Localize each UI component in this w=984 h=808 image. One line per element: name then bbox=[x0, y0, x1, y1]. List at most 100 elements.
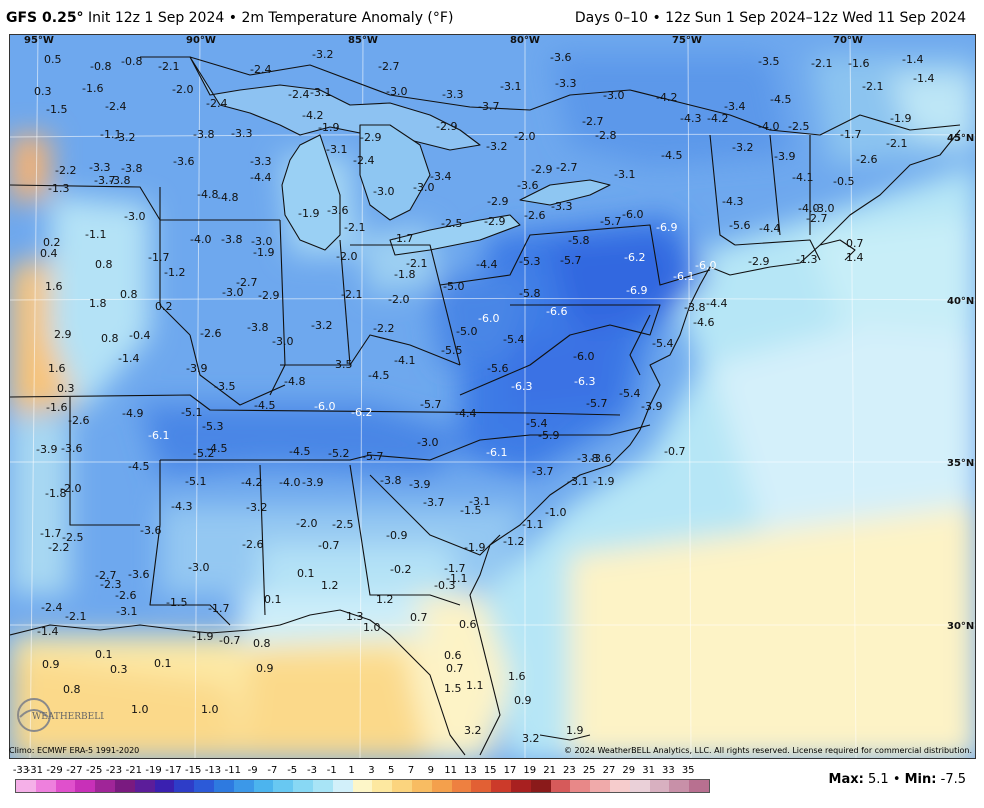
anomaly-value-label: -4.5 bbox=[661, 149, 682, 162]
colorbar-swatch bbox=[16, 780, 36, 792]
colorbar-tick-label: 35 bbox=[681, 765, 695, 776]
anomaly-value-label: -6.0 bbox=[314, 400, 335, 413]
anomaly-value-label: -2.5 bbox=[62, 531, 83, 544]
colorbar-tick-label: -25 bbox=[86, 765, 103, 776]
colorbar-swatch bbox=[649, 780, 670, 792]
anomaly-value-label: -4.4 bbox=[250, 171, 271, 184]
colorbar-swatch bbox=[312, 780, 333, 792]
anomaly-value-label: -3.3 bbox=[555, 77, 576, 90]
anomaly-value-label: -5.7 bbox=[420, 398, 441, 411]
anomaly-value-label: -4.3 bbox=[722, 195, 743, 208]
anomaly-value-label: 1.8 bbox=[89, 297, 107, 310]
anomaly-value-label: -0.3 bbox=[434, 579, 455, 592]
colorbar-swatch bbox=[213, 780, 234, 792]
anomaly-value-label: -2.5 bbox=[332, 518, 353, 531]
anomaly-value-label: -2.6 bbox=[524, 209, 545, 222]
lat-label: 40°N bbox=[947, 296, 974, 307]
anomaly-value-label: -3.5 bbox=[214, 380, 235, 393]
anomaly-value-label: -4.0 bbox=[190, 233, 211, 246]
anomaly-value-label: -1.7 bbox=[840, 128, 861, 141]
colorbar-tick-label: 15 bbox=[483, 765, 497, 776]
anomaly-value-label: -2.0 bbox=[60, 482, 81, 495]
anomaly-value-label: -4.4 bbox=[455, 407, 476, 420]
anomaly-value-label: -3.9 bbox=[641, 400, 662, 413]
anomaly-value-label: -4.0 bbox=[798, 202, 819, 215]
anomaly-value-label: -2.1 bbox=[811, 57, 832, 70]
colorbar-tick-label: 13 bbox=[464, 765, 477, 776]
colorbar: -33 -31 -29 -27 -25 -23 -21 -19 -17 -15 -13 -11 -9 -7… bbox=[12, 765, 710, 805]
anomaly-value-label: 1.9 bbox=[566, 724, 584, 737]
anomaly-value-label: 1.5 bbox=[444, 682, 462, 695]
anomaly-value-label: -5.4 bbox=[619, 387, 640, 400]
anomaly-value-label: -2.9 bbox=[531, 163, 552, 176]
anomaly-value-label: -1.3 bbox=[796, 253, 817, 266]
anomaly-value-label: 0.7 bbox=[446, 662, 464, 675]
anomaly-value-label: -2.0 bbox=[172, 83, 193, 96]
anomaly-value-label: -2.1 bbox=[886, 137, 907, 150]
colorbar-tick-label: -33 bbox=[12, 765, 30, 776]
max-label: Max: bbox=[828, 772, 864, 787]
anomaly-value-label: -6.1 bbox=[148, 429, 169, 442]
anomaly-value-label: 0.3 bbox=[57, 382, 75, 395]
anomaly-value-label: -2.0 bbox=[388, 293, 409, 306]
anomaly-value-label: 3.2 bbox=[522, 732, 540, 745]
anomaly-value-label: -3.6 bbox=[327, 204, 348, 217]
colorbar-tick-label: 17 bbox=[503, 765, 517, 776]
anomaly-value-label: -2.9 bbox=[487, 195, 508, 208]
colorbar-swatch bbox=[669, 780, 690, 792]
anomaly-value-label: -6.6 bbox=[546, 305, 567, 318]
anomaly-value-label: -1.9 bbox=[253, 246, 274, 259]
model-name: GFS 0.25° bbox=[6, 10, 84, 26]
anomaly-value-label: -2.9 bbox=[436, 120, 457, 133]
anomaly-value-label: -6.0 bbox=[695, 259, 716, 272]
anomaly-value-label: -2.2 bbox=[55, 164, 76, 177]
colorbar-tick-label: 5 bbox=[388, 765, 395, 776]
lat-label: 30°N bbox=[947, 621, 974, 632]
anomaly-value-label: -4.4 bbox=[706, 297, 727, 310]
anomaly-value-label: -2.2 bbox=[373, 322, 394, 335]
anomaly-value-label: 0.1 bbox=[154, 657, 172, 670]
anomaly-value-label: 1.4 bbox=[846, 251, 864, 264]
lon-label: 70°W bbox=[833, 35, 863, 46]
anomaly-value-label: -5.0 bbox=[443, 280, 464, 293]
colorbar-tick-label: 31 bbox=[642, 765, 655, 776]
anomaly-value-label: -1.6 bbox=[848, 57, 869, 70]
colorbar-swatch bbox=[372, 780, 393, 792]
anomaly-value-label: -1.6 bbox=[46, 401, 67, 414]
anomaly-value-label: -3.1 bbox=[500, 80, 521, 93]
anomaly-value-label: -2.9 bbox=[258, 289, 279, 302]
colorbar-tick-label: 25 bbox=[582, 765, 596, 776]
anomaly-value-label: -3.3 bbox=[89, 161, 110, 174]
colorbar-tick-label: -21 bbox=[125, 765, 142, 776]
anomaly-value-label: -1.0 bbox=[545, 506, 566, 519]
anomaly-value-label: -1.4 bbox=[902, 53, 923, 66]
anomaly-value-label: -4.8 bbox=[217, 191, 238, 204]
anomaly-map: 95°W 90°W 85°W 80°W 75°W 70°W 45°N 40°N … bbox=[10, 35, 975, 758]
anomaly-value-label: -1.5 bbox=[166, 596, 187, 609]
anomaly-value-label: -4.5 bbox=[254, 399, 275, 412]
anomaly-value-label: -5.2 bbox=[193, 447, 214, 460]
anomaly-value-label: -5.7 bbox=[362, 450, 383, 463]
anomaly-value-label: -3.1 bbox=[567, 475, 588, 488]
anomaly-value-labels: 0.5-0.8 -0.8 -2.1-3.2-2.7-3.6 -3.5 -2.1 -1.6-… bbox=[34, 48, 934, 745]
colorbar-swatch bbox=[35, 780, 56, 792]
colorbar-tick-label: -17 bbox=[165, 765, 182, 776]
colorbar-tick-label: -7 bbox=[267, 765, 278, 776]
anomaly-value-label: -6.0 bbox=[478, 312, 499, 325]
anomaly-value-label: -1.4 bbox=[37, 625, 58, 638]
colorbar-swatch bbox=[114, 780, 135, 792]
anomaly-value-label: -5.7 bbox=[600, 215, 621, 228]
anomaly-value-label: -1.7 bbox=[392, 232, 413, 245]
anomaly-value-label: -3.3 bbox=[250, 155, 271, 168]
colorbar-swatch bbox=[550, 780, 571, 792]
anomaly-value-label: -2.4 bbox=[206, 97, 227, 110]
anomaly-value-label: -1.2 bbox=[503, 535, 524, 548]
anomaly-value-label: -1.5 bbox=[46, 103, 67, 116]
anomaly-value-label: -0.7 bbox=[219, 634, 240, 647]
anomaly-value-label: -1.1 bbox=[522, 518, 543, 531]
anomaly-value-label: -1.8 bbox=[45, 487, 66, 500]
colorbar-tick-label: -13 bbox=[204, 765, 222, 776]
anomaly-value-label: -2.7 bbox=[806, 212, 827, 225]
anomaly-value-label: -5.8 bbox=[568, 234, 589, 247]
anomaly-value-label: -3.0 bbox=[813, 202, 834, 215]
